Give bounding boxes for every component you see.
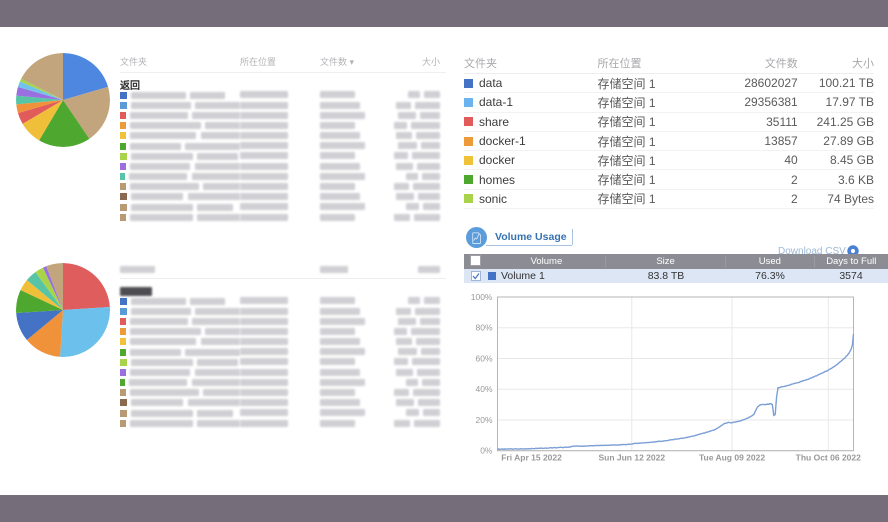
svg-text:Thu Oct 06 2022: Thu Oct 06 2022 bbox=[796, 453, 861, 463]
svg-text:60%: 60% bbox=[475, 353, 492, 363]
svg-text:Tue Aug 09 2022: Tue Aug 09 2022 bbox=[699, 453, 765, 463]
svg-text:0%: 0% bbox=[480, 446, 493, 456]
svg-text:Sun Jun 12 2022: Sun Jun 12 2022 bbox=[598, 453, 665, 463]
svg-text:40%: 40% bbox=[475, 384, 492, 394]
svg-text:Fri Apr 15 2022: Fri Apr 15 2022 bbox=[501, 453, 562, 463]
svg-text:80%: 80% bbox=[475, 323, 492, 333]
svg-text:100%: 100% bbox=[471, 292, 493, 302]
svg-text:20%: 20% bbox=[475, 415, 492, 425]
